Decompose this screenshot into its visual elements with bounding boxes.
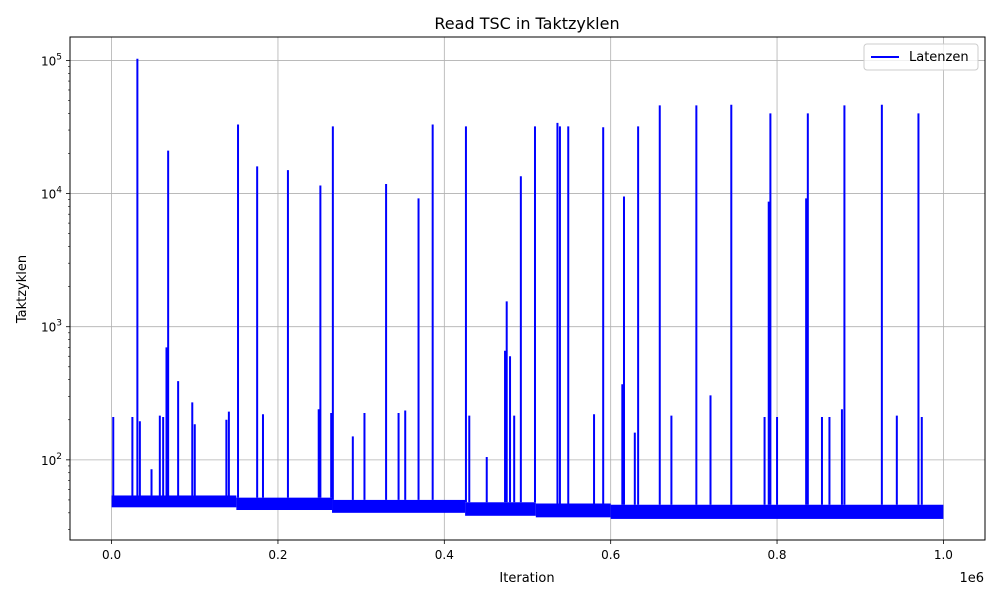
chart-title: Read TSC in Taktzyklen: [434, 14, 619, 33]
baseline-band: [465, 502, 536, 516]
x-tick-label: 0.4: [435, 548, 454, 562]
legend-box: [863, 43, 979, 71]
plot-area: [70, 37, 985, 540]
x-tick-label: 0.2: [268, 548, 287, 562]
y-tick-label: 103: [41, 319, 62, 335]
y-tick-label: 104: [41, 186, 62, 202]
x-tick-label: 1.0: [934, 548, 953, 562]
y-ticks: 102 103 104 105: [41, 52, 70, 530]
baseline-band: [111, 495, 237, 508]
baseline-band: [332, 499, 466, 513]
y-axis-label: Taktzyklen: [15, 255, 30, 324]
y-tick-label: 102: [41, 452, 62, 468]
x-offset-label: 1e6: [959, 571, 984, 586]
x-tick-label: 0.0: [102, 548, 121, 562]
y-tick-label: 105: [41, 52, 62, 68]
grid: [70, 37, 985, 540]
legend: Latenzen: [863, 43, 979, 71]
x-tick-label: 0.6: [601, 548, 620, 562]
x-ticks: 0.0 0.2 0.4 0.6 0.8 1.0: [102, 540, 953, 562]
baseline-band: [236, 497, 333, 511]
x-tick-label: 0.8: [767, 548, 786, 562]
baseline-band: [610, 504, 944, 519]
baseline-band: [535, 503, 611, 518]
x-axis-label: Iteration: [499, 571, 554, 586]
series-latenzen: [111, 58, 944, 519]
legend-label-latenzen: Latenzen: [909, 50, 969, 65]
plot-frame: [69, 36, 986, 541]
